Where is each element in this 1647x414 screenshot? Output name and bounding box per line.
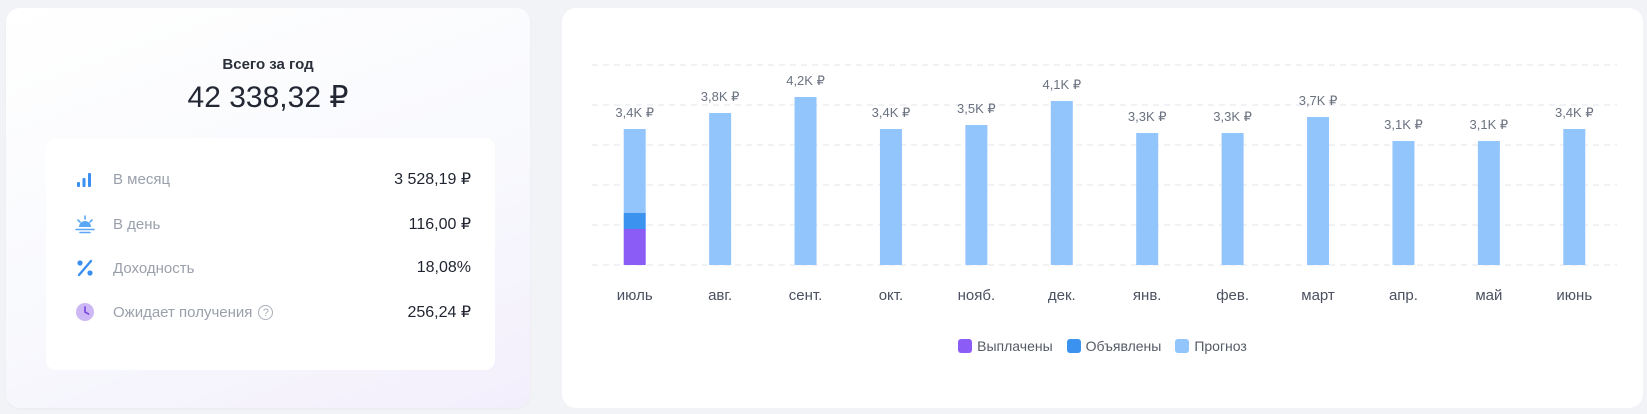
legend-item-paid[interactable]: Выплачены xyxy=(958,338,1053,354)
bar-cap xyxy=(794,97,817,107)
x-axis-tick-label: июль xyxy=(617,287,653,304)
bar-paid[interactable] xyxy=(623,229,646,265)
annual-summary-card: Всего за год 42 338,32 ₽ В месяц 3 528,1… xyxy=(6,8,530,408)
x-axis-tick-label: нояб. xyxy=(958,287,996,304)
stat-label-daily: В день xyxy=(113,215,161,233)
bar-value-label: 3,4K ₽ xyxy=(872,105,911,120)
x-axis-tick-label: сент. xyxy=(789,287,823,304)
bar-value-label: 3,3K ₽ xyxy=(1213,109,1252,124)
stat-value-pending: 256,24 ₽ xyxy=(407,304,471,321)
bar-chart-icon xyxy=(74,168,96,190)
bar-forecast[interactable] xyxy=(1221,133,1244,265)
x-axis-tick-label: июнь xyxy=(1556,287,1592,304)
sunrise-icon xyxy=(74,213,96,235)
stat-label-pending: Ожидает получения ? xyxy=(113,303,274,321)
clock-icon xyxy=(74,301,96,323)
bar-cap xyxy=(709,113,732,123)
x-axis-tick-label: фев. xyxy=(1216,287,1249,304)
legend-swatch-paid xyxy=(958,339,973,353)
dividends-chart: 3,4K ₽ июль 3,8K ₽ авг. 4,2K ₽ сент. 3,4K ₽ окт… xyxy=(592,64,1617,304)
x-axis-tick-label: окт. xyxy=(879,287,903,304)
bar-forecast[interactable] xyxy=(1307,117,1330,265)
stat-value-yield: 18,08% xyxy=(416,259,471,276)
stat-value-monthly: 3 528,19 ₽ xyxy=(394,171,471,188)
bar-forecast[interactable] xyxy=(1392,141,1415,265)
bar-cap xyxy=(1392,141,1415,151)
bar-forecast[interactable] xyxy=(623,129,646,213)
stat-label-monthly: В месяц xyxy=(113,170,171,188)
bar-forecast[interactable] xyxy=(1477,141,1500,265)
dividends-chart-card: 3,4K ₽ июль 3,8K ₽ авг. 4,2K ₽ сент. 3,4K ₽ окт… xyxy=(562,8,1643,408)
stat-value-daily: 116,00 ₽ xyxy=(408,216,471,233)
bar-forecast[interactable] xyxy=(1563,129,1586,265)
bar-forecast[interactable] xyxy=(879,129,902,265)
x-axis-tick-label: март xyxy=(1301,287,1335,304)
stat-row-daily: В день 116,00 ₽ xyxy=(46,209,495,239)
bar-announced[interactable] xyxy=(623,213,646,229)
bar-value-label: 3,4K ₽ xyxy=(1555,105,1594,120)
bar-cap xyxy=(1477,141,1500,151)
bar-forecast[interactable] xyxy=(1136,133,1159,265)
legend-label-paid: Выплачены xyxy=(977,338,1053,354)
stat-row-yield: Доходность 18,08% xyxy=(46,253,495,283)
x-axis-tick-label: апр. xyxy=(1389,287,1418,304)
year-total-label: Всего за год xyxy=(222,56,314,73)
bar-cap xyxy=(1307,117,1330,127)
legend-swatch-announced xyxy=(1066,339,1081,353)
chart-legend: Выплачены Объявлены Прогноз xyxy=(562,338,1643,354)
bar-value-label: 3,5K ₽ xyxy=(957,101,996,116)
bar-value-label: 3,7K ₽ xyxy=(1299,93,1338,108)
bar-value-label: 3,4K ₽ xyxy=(615,105,654,120)
bar-cap xyxy=(965,125,988,135)
bar-value-label: 3,8K ₽ xyxy=(701,89,740,104)
x-axis-tick-label: май xyxy=(1475,287,1502,304)
bar-cap xyxy=(1136,133,1159,143)
stat-row-pending: Ожидает получения ? 256,24 ₽ xyxy=(46,297,495,327)
bar-cap xyxy=(1221,133,1244,143)
bar-value-label: 4,1K ₽ xyxy=(1042,77,1081,92)
bar-cap xyxy=(1050,101,1073,111)
legend-swatch-forecast xyxy=(1175,339,1190,353)
legend-label-forecast: Прогноз xyxy=(1194,338,1247,354)
bar-cap xyxy=(1563,129,1586,139)
stat-label-pending-text: Ожидает получения xyxy=(113,303,253,321)
bar-value-label: 3,1K ₽ xyxy=(1470,117,1509,132)
x-axis-tick-label: дек. xyxy=(1048,287,1076,304)
stats-panel: В месяц 3 528,19 ₽ В день 116,00 ₽ xyxy=(46,138,495,370)
x-axis-tick-label: авг. xyxy=(708,287,732,304)
x-axis-tick-label: янв. xyxy=(1133,287,1162,304)
bar-forecast[interactable] xyxy=(794,97,817,265)
bar-value-label: 3,1K ₽ xyxy=(1384,117,1423,132)
bar-cap xyxy=(879,129,902,139)
bar-value-label: 3,3K ₽ xyxy=(1128,109,1167,124)
bar-cap xyxy=(623,129,646,139)
percent-icon xyxy=(74,257,96,279)
year-total-value: 42 338,32 ₽ xyxy=(187,81,349,114)
stat-row-monthly: В месяц 3 528,19 ₽ xyxy=(46,164,495,194)
bar-forecast[interactable] xyxy=(1050,101,1073,265)
legend-label-announced: Объявлены xyxy=(1085,338,1162,354)
help-icon[interactable]: ? xyxy=(258,304,274,320)
bar-forecast[interactable] xyxy=(965,125,988,265)
bar-forecast[interactable] xyxy=(709,113,732,265)
stat-label-yield: Доходность xyxy=(113,259,195,277)
bar-value-label: 4,2K ₽ xyxy=(786,73,825,88)
legend-item-announced[interactable]: Объявлены xyxy=(1066,338,1162,354)
legend-item-forecast[interactable]: Прогноз xyxy=(1175,338,1247,354)
